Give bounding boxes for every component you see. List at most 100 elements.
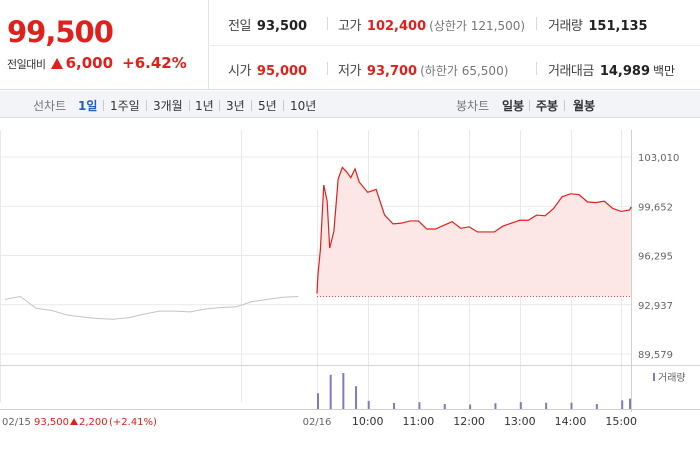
upper-limit: (상한가 121,500) [429,19,526,33]
separator [283,100,284,111]
lower-limit: (하한가 65,500) [420,64,509,78]
y-tick-label: 99,652 [638,202,673,213]
price-chart: 거래량 103,010 99,652 96,295 92,937 89,579 02/1… [0,118,700,450]
stat-volume: 거래량 151,135 [548,15,648,34]
volume-legend-label: 거래량 [658,372,686,384]
separator [103,100,104,111]
volume-bar [443,403,446,409]
price-line [316,166,632,294]
separator [529,100,530,111]
volume-bar [595,403,598,409]
candle-tab-weekly[interactable]: 주봉 [536,99,559,113]
volume-bar [329,374,332,409]
low-value: 93,700 [366,64,418,79]
x-tick-label: 15:00 [605,415,637,428]
chart-svg: 거래량 103,010 99,652 96,295 92,937 89,579 02/1… [0,130,700,428]
separator [146,100,147,111]
volume-bar [469,404,472,409]
volume-bar [545,402,548,409]
separator [251,100,252,111]
period-tab-3m[interactable]: 3개월 [153,99,183,113]
quote-header: 99,500 전일대비 6,000 +6.42% 전일 93,500 고가 102,… [0,0,700,90]
stat-trade-value: 거래대금 14,989 백만 [548,60,675,79]
volume-panel: 거래량 [317,372,686,409]
x-axis-labels: 02/15 93,500 2,200 (+2.41%) 02/16 10:00 11:00 1… [2,415,637,428]
open-value: 95,000 [256,64,308,79]
candle-tab-daily[interactable]: 일봉 [502,99,525,113]
trade-value-label: 거래대금 [548,64,594,79]
x-tick-label: 11:00 [403,415,435,428]
y-tick-label: 92,937 [638,301,673,312]
volume-bar [570,402,573,409]
change-amount: 6,000 [65,54,114,72]
x-tick-label: 13:00 [504,415,536,428]
prev-day-change-label: 2,200 [79,417,108,428]
volume-bar [494,403,497,409]
change-row: 전일대비 6,000 +6.42% [7,53,187,72]
prev-day-date-label: 02/15 [2,417,31,428]
volume-bar [519,402,522,409]
x-tick-label: 10:00 [352,415,384,428]
prev-day-close-label: 93,500 [34,417,69,428]
separator [564,100,565,111]
low-label: 저가 [338,64,361,79]
period-tab-10y[interactable]: 10년 [290,99,317,113]
volume-bar [418,402,421,409]
volume-bar [629,398,631,409]
prev-day-up-icon [70,418,78,425]
open-label: 시가 [228,64,251,79]
stat-prev-close: 전일 93,500 [228,15,307,34]
volume-bar [621,400,624,409]
high-value: 102,400 [366,19,427,34]
price-area [317,167,631,297]
price-box: 99,500 전일대비 6,000 +6.42% [0,0,209,89]
stat-high: 고가 102,400 (상한가 121,500) [338,15,525,34]
prev-day-change-pct-label: (+2.41%) [109,417,157,428]
change-label: 전일대비 [7,58,46,71]
prev-day-series [4,295,299,320]
trade-value: 14,989 [599,64,651,79]
separator [536,62,537,75]
separator [536,17,537,30]
prev-close-label: 전일 [228,19,251,34]
stat-open: 시가 95,000 [228,60,307,79]
volume-bar [355,386,358,409]
y-tick-label: 89,579 [638,350,673,361]
x-tick-label: 12:00 [453,415,485,428]
chart-toolbar: 선차트 1일 1주일 3개월 1년 3년 5년 10년 봉차트 일봉 주봉 월봉 [0,91,700,118]
prev-close-value: 93,500 [256,19,308,34]
period-tab-5y[interactable]: 5년 [258,99,277,113]
separator [219,100,220,111]
y-axis-labels: 103,010 99,652 96,295 92,937 89,579 [638,153,679,361]
current-price: 99,500 [7,15,114,49]
period-tab-1d[interactable]: 1일 [78,99,98,113]
candle-tab-monthly[interactable]: 월봉 [573,99,596,113]
change-percent: +6.42% [122,54,187,72]
trade-value-unit: 백만 [653,64,676,78]
x-tick-label: 02/16 [303,417,332,428]
x-tick-label: 14:00 [555,415,587,428]
stat-low: 저가 93,700 (하한가 65,500) [338,60,508,79]
period-tab-1y[interactable]: 1년 [195,99,214,113]
line-chart-label: 선차트 [33,99,67,113]
volume-value: 151,135 [588,19,648,34]
volume-legend-swatch [653,373,655,381]
period-tab-1w[interactable]: 1주일 [110,99,140,113]
volume-bar [367,400,370,409]
volume-bar [393,402,396,409]
header-divider [210,45,700,46]
y-tick-label: 96,295 [638,252,673,263]
y-tick-label: 103,010 [638,153,679,164]
separator [327,17,328,30]
volume-label: 거래량 [548,19,583,34]
up-triangle-icon [50,58,63,69]
separator [327,62,328,75]
volume-bar [342,373,345,409]
high-label: 고가 [338,19,361,34]
separator [189,100,190,111]
current-day-series [316,166,632,297]
candle-chart-label: 봉차트 [456,99,490,113]
volume-bar [317,393,319,409]
prev-day-line [4,295,299,320]
period-tab-3y[interactable]: 3년 [226,99,245,113]
